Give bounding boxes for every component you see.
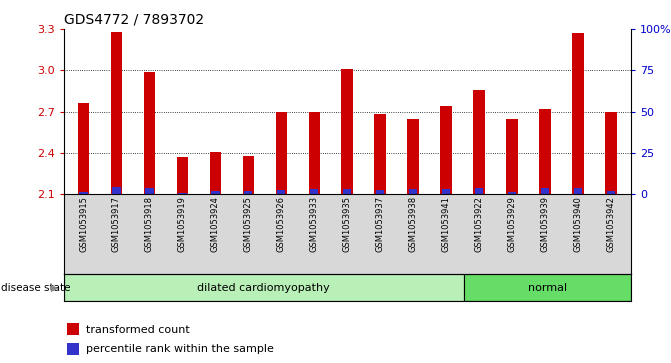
Bar <box>473 90 485 194</box>
Text: GSM1053922: GSM1053922 <box>474 196 484 252</box>
Bar <box>176 157 188 194</box>
Bar <box>277 190 285 194</box>
Text: GSM1053935: GSM1053935 <box>343 196 352 252</box>
Bar <box>376 190 384 194</box>
Bar <box>409 189 417 194</box>
Bar <box>343 189 352 194</box>
Text: GDS4772 / 7893702: GDS4772 / 7893702 <box>64 12 204 26</box>
Bar <box>572 33 584 194</box>
Bar <box>209 151 221 194</box>
Bar <box>211 191 219 194</box>
Bar <box>605 111 617 194</box>
Text: GSM1053929: GSM1053929 <box>507 196 517 252</box>
Bar <box>111 32 122 194</box>
Bar <box>178 193 187 194</box>
Bar <box>79 192 88 194</box>
Text: GSM1053937: GSM1053937 <box>376 196 384 252</box>
Text: ▶: ▶ <box>51 283 58 293</box>
Text: GSM1053933: GSM1053933 <box>310 196 319 252</box>
Text: normal: normal <box>528 283 567 293</box>
Bar <box>541 188 549 194</box>
Text: GSM1053915: GSM1053915 <box>79 196 88 252</box>
Text: GSM1053926: GSM1053926 <box>277 196 286 252</box>
Bar <box>507 118 518 194</box>
Bar <box>64 274 464 301</box>
Bar <box>78 103 89 194</box>
Text: GSM1053919: GSM1053919 <box>178 196 187 252</box>
Bar <box>607 191 615 194</box>
Bar <box>342 69 353 194</box>
Bar <box>442 189 450 194</box>
Text: GSM1053941: GSM1053941 <box>442 196 451 252</box>
Text: GSM1053925: GSM1053925 <box>244 196 253 252</box>
Bar <box>508 192 516 194</box>
Bar <box>244 191 252 194</box>
Bar <box>574 188 582 194</box>
Text: transformed count: transformed count <box>86 325 190 335</box>
Bar <box>276 111 287 194</box>
Bar <box>112 187 121 194</box>
Text: percentile rank within the sample: percentile rank within the sample <box>86 344 274 354</box>
Text: GSM1053924: GSM1053924 <box>211 196 220 252</box>
Bar <box>310 189 319 194</box>
Text: disease state: disease state <box>1 283 70 293</box>
Bar <box>475 188 483 194</box>
Bar <box>407 118 419 194</box>
Bar <box>374 114 386 194</box>
Bar <box>464 274 631 301</box>
Bar <box>309 111 320 194</box>
Text: GSM1053917: GSM1053917 <box>112 196 121 252</box>
Bar <box>243 156 254 194</box>
Bar <box>67 343 79 355</box>
Text: dilated cardiomyopathy: dilated cardiomyopathy <box>197 283 330 293</box>
Bar <box>67 323 79 335</box>
Text: GSM1053938: GSM1053938 <box>409 196 417 252</box>
Text: GSM1053942: GSM1053942 <box>607 196 615 252</box>
Bar <box>539 109 551 194</box>
Text: GSM1053918: GSM1053918 <box>145 196 154 252</box>
Text: GSM1053940: GSM1053940 <box>574 196 582 252</box>
Bar <box>144 72 155 194</box>
Text: GSM1053939: GSM1053939 <box>541 196 550 252</box>
Bar <box>440 106 452 194</box>
Bar <box>146 188 154 194</box>
